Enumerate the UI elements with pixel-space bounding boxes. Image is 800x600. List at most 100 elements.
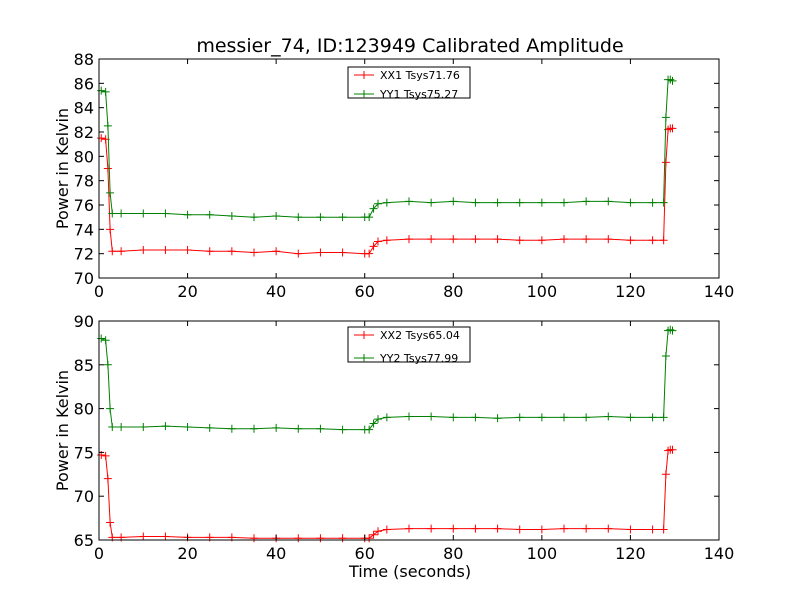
x-tick-label: 140 xyxy=(704,544,735,563)
data-point xyxy=(661,113,670,122)
x-tick-label: 0 xyxy=(94,282,104,301)
data-point xyxy=(183,210,192,219)
y-tick-label: 80 xyxy=(74,147,94,166)
data-point xyxy=(374,415,382,424)
data-point xyxy=(106,188,115,197)
data-point xyxy=(471,524,480,533)
data-point xyxy=(382,525,391,534)
data-point xyxy=(369,242,378,251)
data-point xyxy=(106,404,115,413)
data-point xyxy=(294,213,303,222)
data-point xyxy=(250,213,258,222)
data-point xyxy=(272,423,281,432)
data-point xyxy=(316,248,325,257)
legend-label: YY1 Tsys75.27 xyxy=(379,88,458,101)
data-point xyxy=(449,197,458,206)
axes-frame xyxy=(98,320,720,541)
data-point xyxy=(471,235,480,244)
data-point xyxy=(668,76,677,85)
data-point xyxy=(659,236,668,245)
y-tick-label: 78 xyxy=(74,172,94,191)
y-tick-label: 88 xyxy=(74,50,94,69)
legend-label: XX1 Tsys71.76 xyxy=(380,69,460,82)
legend-box xyxy=(347,66,471,99)
subplots: 0 20 40 60 80 100 120 140 70 72 74 76 78 80 82 84 86 88 Po… xyxy=(53,50,734,563)
data-point xyxy=(106,518,115,527)
data-point xyxy=(648,525,657,534)
data-point xyxy=(405,235,413,244)
x-tick-label: 100 xyxy=(527,282,558,301)
data-point xyxy=(661,470,670,479)
series-group xyxy=(97,325,677,543)
y-tick-label: 72 xyxy=(74,245,94,264)
figure-title: messier_74, ID:123949 Calibrated Amplitu… xyxy=(196,35,623,57)
y-tick-label: 86 xyxy=(74,74,94,93)
y-tick-label: 75 xyxy=(74,443,94,462)
data-point xyxy=(272,211,281,220)
axes-frame xyxy=(98,58,720,279)
x-tick-label: 120 xyxy=(615,544,646,563)
data-point xyxy=(493,235,502,244)
data-point xyxy=(374,237,382,246)
data-point xyxy=(661,352,670,361)
legend-marker xyxy=(360,331,368,339)
x-tick-label: 60 xyxy=(355,282,375,301)
x-tick-label: 40 xyxy=(266,544,286,563)
data-point xyxy=(668,124,677,133)
data-point xyxy=(659,198,668,207)
legend: XX1 Tsys71.76 YY1 Tsys75.27 xyxy=(347,66,471,101)
subplot-2: 0 20 40 60 80 100 120 140 65 70 75 80 85 90 Power in K… xyxy=(53,312,734,563)
x-tick-label: 0 xyxy=(94,544,104,563)
data-point xyxy=(493,414,502,423)
x-tick-label: 80 xyxy=(443,544,463,563)
data-point xyxy=(183,422,192,431)
legend: XX2 Tsys65.04 YY2 Tsys77.99 xyxy=(347,326,471,365)
data-point xyxy=(626,236,635,245)
data-point xyxy=(369,530,378,539)
data-point xyxy=(316,424,325,433)
data-point xyxy=(294,424,303,433)
data-point xyxy=(515,198,524,207)
legend-label: XX2 Tsys65.04 xyxy=(380,329,460,342)
data-point xyxy=(161,209,170,218)
data-point xyxy=(183,246,192,255)
data-point xyxy=(103,360,112,369)
data-point xyxy=(604,235,613,244)
data-point xyxy=(117,209,126,218)
data-point xyxy=(103,164,112,173)
y-tick-label: 90 xyxy=(74,312,94,331)
y-axis-label: Power in Kelvin xyxy=(53,370,72,491)
data-point xyxy=(369,204,378,213)
legend-marker xyxy=(360,71,368,79)
data-point xyxy=(382,413,391,422)
data-point xyxy=(117,247,126,256)
data-point xyxy=(108,209,117,218)
y-axis-label: Power in Kelvin xyxy=(53,108,72,229)
data-point xyxy=(103,474,112,483)
data-point xyxy=(316,213,325,222)
data-point xyxy=(427,198,436,207)
data-point xyxy=(626,413,635,422)
x-tick-label: 100 xyxy=(527,544,558,563)
data-point xyxy=(537,413,546,422)
data-point xyxy=(139,532,148,541)
legend-marker xyxy=(360,90,368,98)
data-point xyxy=(205,247,214,256)
data-point xyxy=(161,246,170,255)
y-tick-label: 70 xyxy=(74,269,94,288)
data-point xyxy=(668,445,677,454)
data-point xyxy=(537,198,546,207)
legend-marker xyxy=(360,354,368,362)
data-point xyxy=(382,236,391,245)
data-point xyxy=(648,413,657,422)
data-point xyxy=(250,534,258,543)
data-point xyxy=(382,198,391,207)
data-point xyxy=(316,534,325,543)
data-point xyxy=(515,525,524,534)
data-point xyxy=(108,422,117,431)
data-point xyxy=(365,534,374,543)
x-tick-label: 60 xyxy=(355,544,375,563)
data-point xyxy=(139,246,148,255)
x-tick-label: 20 xyxy=(177,544,197,563)
data-point xyxy=(471,413,480,422)
